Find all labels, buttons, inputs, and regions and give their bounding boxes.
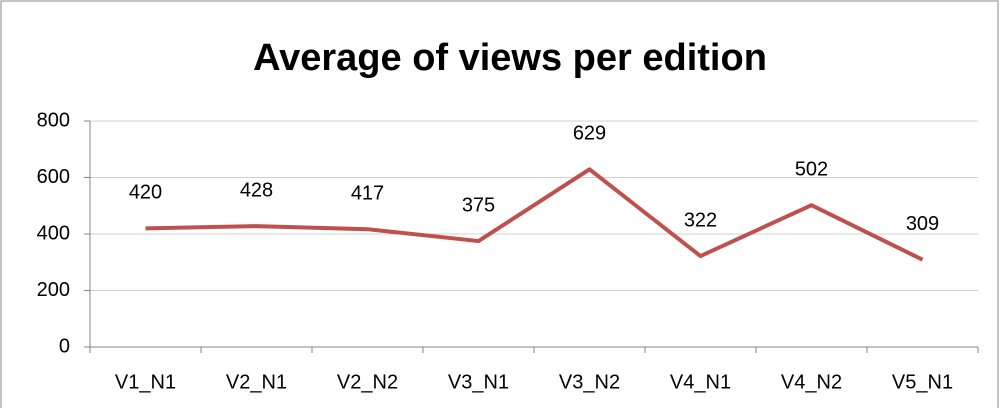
x-tick-label: V1_N1 (115, 371, 176, 393)
data-label: 428 (240, 179, 273, 201)
x-tick-label: V4_N2 (781, 371, 842, 393)
data-label: 375 (462, 194, 495, 216)
y-tick-label: 600 (37, 166, 70, 188)
x-tick-label: V5_N1 (892, 371, 953, 393)
x-tick-label: V2_N1 (226, 371, 287, 393)
y-tick-label: 400 (37, 222, 70, 244)
data-label: 629 (573, 123, 606, 145)
data-label: 309 (906, 213, 939, 235)
y-tick-label: 200 (37, 279, 70, 301)
x-tick-label: V4_N1 (670, 371, 731, 393)
y-tick-label: 0 (59, 335, 70, 357)
data-label: 420 (129, 182, 162, 204)
y-tick-label: 800 (37, 109, 70, 131)
chart-title: Average of views per edition (253, 37, 767, 79)
x-tick-label: V3_N1 (448, 371, 509, 393)
x-tick-label: V3_N2 (559, 371, 620, 393)
data-label: 322 (684, 209, 717, 231)
data-label: 417 (351, 182, 384, 204)
data-label: 502 (795, 158, 828, 180)
line (145, 167, 924, 262)
x-tick-label: V2_N2 (337, 371, 398, 393)
